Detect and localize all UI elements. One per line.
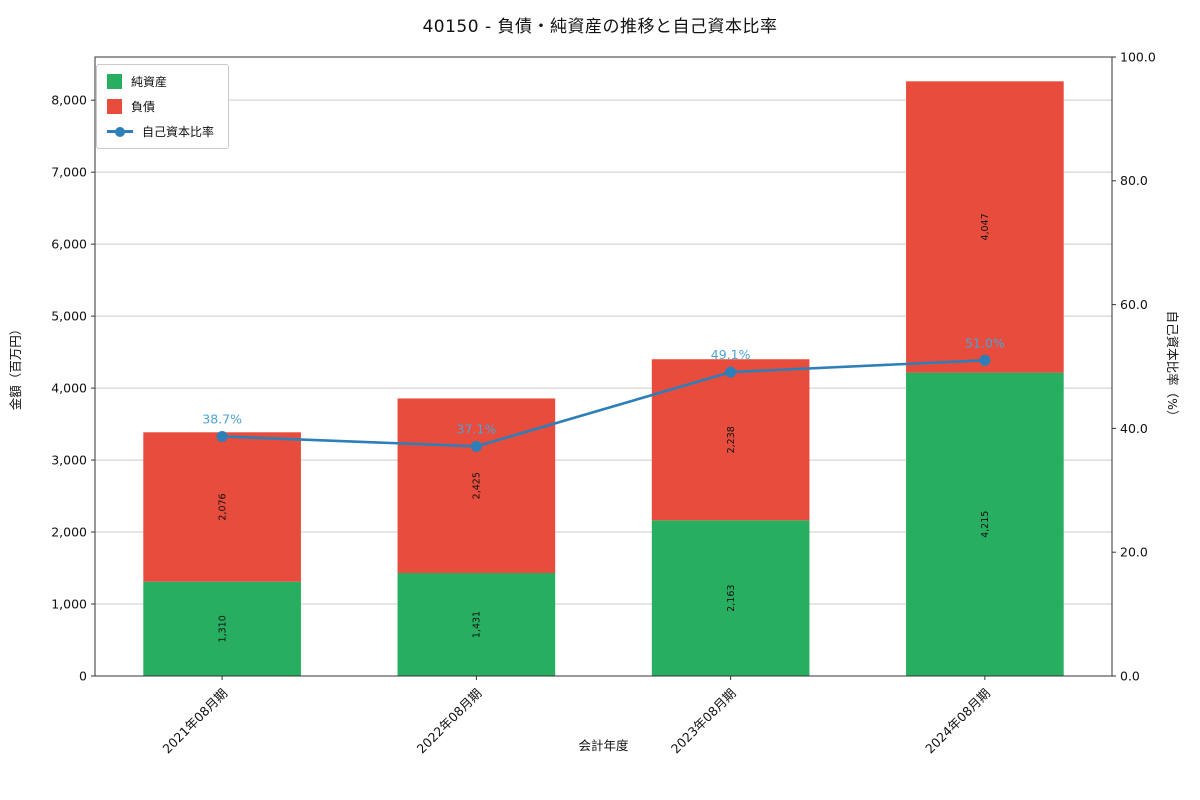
bar-net-assets	[906, 372, 1064, 676]
legend-label-liabilities: 負債	[131, 100, 156, 114]
left-tick-label: 8,000	[51, 93, 87, 108]
chart-legend: 純資産負債自己資本比率	[96, 64, 230, 149]
bar-label-net-assets: 4,215	[980, 511, 991, 538]
legend-item-net-assets: 純資産	[107, 73, 214, 90]
legend-item-liabilities: 負債	[107, 98, 214, 115]
ratio-marker	[216, 430, 228, 442]
left-tick-label: 5,000	[51, 308, 87, 323]
legend-swatch-net-assets	[107, 74, 122, 89]
left-tick-label: 3,000	[51, 452, 87, 467]
ratio-label: 37.1%	[457, 421, 497, 436]
right-tick-label: 80.0	[1120, 173, 1148, 188]
left-tick-label: 0	[79, 668, 87, 683]
x-tick-label: 2021年08月期	[159, 686, 230, 757]
right-tick-label: 60.0	[1120, 297, 1148, 312]
right-tick-label: 0.0	[1120, 668, 1140, 683]
x-tick-label: 2022年08月期	[414, 686, 485, 757]
legend-swatch-liabilities	[107, 99, 122, 114]
legend-label-net-assets: 純資産	[131, 75, 168, 89]
left-tick-label: 4,000	[51, 380, 87, 395]
bar-net-assets	[143, 581, 301, 676]
x-tick-label: 2023年08月期	[668, 686, 739, 757]
left-tick-label: 1,000	[51, 596, 87, 611]
ratio-label: 51.0%	[965, 335, 1005, 350]
bar-label-net-assets: 1,310	[217, 615, 228, 642]
legend-line-swatch-equity-ratio	[107, 126, 133, 137]
ratio-line	[222, 359, 985, 448]
bar-liabilities	[906, 81, 1064, 373]
ratio-label: 49.1%	[711, 347, 751, 362]
x-tick-label: 2024年08月期	[922, 686, 993, 757]
bar-label-liabilities: 4,047	[980, 213, 991, 240]
legend-label-equity-ratio: 自己資本比率	[142, 125, 215, 139]
bar-label-liabilities: 2,425	[472, 472, 483, 499]
right-tick-label: 20.0	[1120, 545, 1148, 560]
ratio-marker	[979, 354, 991, 366]
bar-label-net-assets: 1,431	[472, 611, 483, 638]
right-axis-label: 自己資本比率（%）	[1165, 311, 1180, 423]
bar-liabilities	[397, 398, 556, 574]
bar-liabilities	[143, 432, 301, 582]
bar-net-assets	[397, 573, 556, 676]
ratio-marker	[470, 440, 482, 452]
bar-label-liabilities: 2,076	[217, 493, 228, 520]
bar-net-assets	[651, 520, 810, 676]
legend-marker-equity-ratio	[115, 126, 125, 137]
ratio-marker	[725, 366, 737, 378]
bar-label-liabilities: 2,238	[726, 426, 737, 453]
right-tick-label: 100.0	[1120, 49, 1156, 64]
bar-label-net-assets: 2,163	[726, 585, 737, 612]
legend-item-equity-ratio: 自己資本比率	[107, 123, 214, 140]
left-tick-label: 2,000	[51, 524, 87, 539]
right-tick-label: 40.0	[1120, 421, 1148, 436]
plot-border	[94, 56, 1113, 677]
left-tick-label: 6,000	[51, 237, 87, 252]
ratio-label: 38.7%	[202, 411, 242, 426]
chart-title: 40150 - 負債・純資産の推移と自己資本比率	[422, 17, 778, 37]
left-axis-label: 金額（百万円）	[8, 323, 23, 411]
x-axis-label: 会計年度	[578, 738, 629, 753]
left-tick-label: 7,000	[51, 165, 87, 180]
